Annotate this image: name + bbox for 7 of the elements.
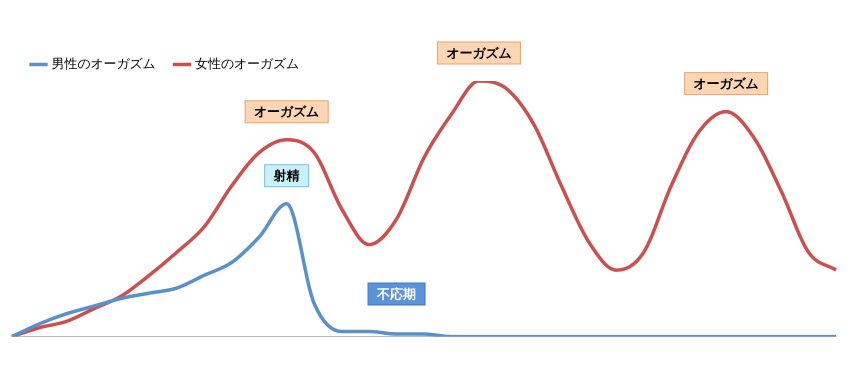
annotation: 射精 [272,169,300,184]
annotation: 不応期 [376,286,416,302]
annotation: オーガズム [694,77,759,92]
annotation: オーガズム [254,105,320,120]
text: オーガズム [446,46,512,62]
legend-label: 男性のオーガズム [52,56,156,72]
legend-label: 女性のオーガズム [195,56,299,72]
